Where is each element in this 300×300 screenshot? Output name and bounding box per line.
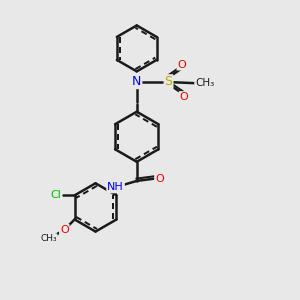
Text: O: O (179, 92, 188, 102)
Text: O: O (60, 225, 69, 235)
Text: S: S (165, 75, 172, 88)
Text: CH₃: CH₃ (40, 234, 57, 243)
Text: Cl: Cl (50, 190, 61, 200)
Text: O: O (177, 60, 186, 70)
Text: NH: NH (107, 182, 124, 192)
Text: N: N (132, 75, 141, 88)
Text: CH₃: CH₃ (195, 78, 214, 88)
Text: O: O (155, 174, 164, 184)
